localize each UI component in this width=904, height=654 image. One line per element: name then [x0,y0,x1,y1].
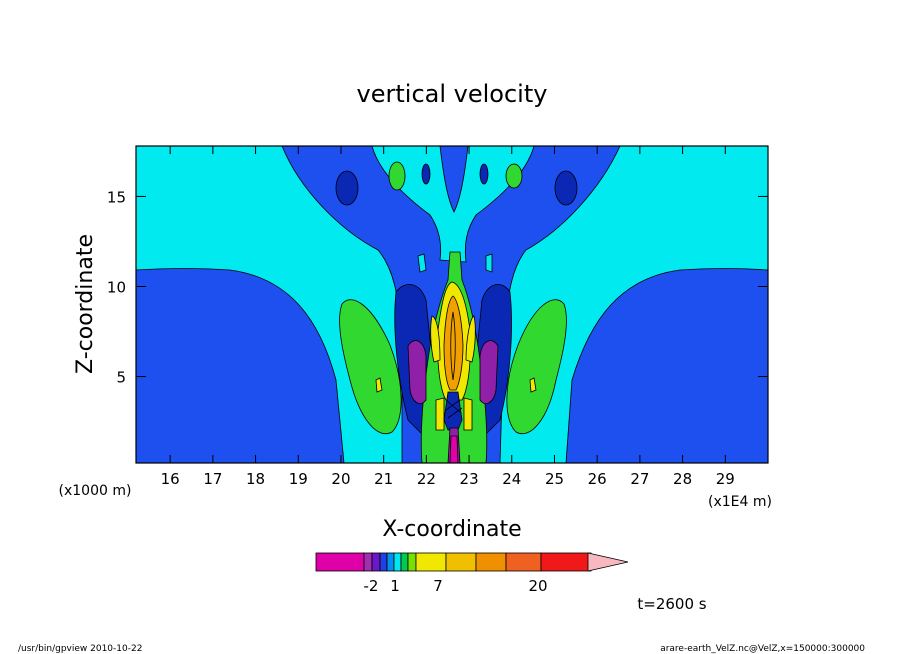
region-yellow-right-spine [465,315,476,363]
colorbar-segment [379,552,388,572]
colorbar-label-1: 1 [390,577,400,595]
x-tick-label: 29 [716,470,735,488]
x-axis-label: X-coordinate [382,517,521,542]
x-unit-left: (x1000 m) [59,483,132,499]
region-yellow-right-dot [529,377,537,393]
region-yellow-left-dot [375,377,383,393]
region-navy-top-mid1 [421,163,431,185]
colorbar-segment [540,552,592,572]
x-tick-label: 27 [630,470,649,488]
colorbar-segment [393,552,402,572]
y-axis: 5 10 15 [107,188,768,387]
chart-title: vertical velocity [357,80,548,108]
colorbar-label-neg2: -2 [364,577,379,595]
x-tick-label: 24 [502,470,521,488]
x-tick-label: 20 [331,470,350,488]
x-unit-right: (x1E4 m) [708,494,772,510]
y-axis-label: Z-coordinate [73,234,98,374]
x-tick-label: 28 [673,470,692,488]
x-tick-label: 22 [417,470,436,488]
region-green-right [506,299,567,434]
region-navy-right [554,170,578,206]
colorbar-segment [505,552,542,572]
colorbar-segment [400,552,409,572]
colorbar-segment [363,552,373,572]
region-green-left [339,299,402,434]
region-orange-core [443,295,464,391]
x-tick-label: 16 [161,470,180,488]
region-purple-right [479,340,499,404]
x-tick-label: 18 [246,470,265,488]
region-green-top-left [388,161,406,191]
colorbar-segment [415,552,447,572]
colorbar-arrow [587,552,629,572]
x-tick-label: 26 [588,470,607,488]
x-tick-label: 21 [374,470,393,488]
colorbar-segment [386,552,395,572]
region-yellow-lower-right [463,397,473,431]
plot-area [136,146,768,463]
footer-right: arare-earth_VelZ.nc@VelZ,x=150000:300000 [660,644,865,654]
colorbar-segment [445,552,477,572]
colorbar-label-7: 7 [433,577,443,595]
region-cyan-bits [417,253,493,273]
y-tick-label: 10 [107,278,126,296]
x-axis: 16 17 18 19 20 21 22 23 24 25 26 27 28 29 [161,146,735,488]
region-navy-top-mid2 [479,163,489,185]
x-tick-label: 25 [545,470,564,488]
colorbar-segment [475,552,507,572]
colorbar-label-20: 20 [528,577,547,595]
x-tick-label: 19 [289,470,308,488]
colorbar-segment [407,552,417,572]
y-tick-label: 15 [107,188,126,206]
plot-frame [135,145,769,464]
region-hatch-bottom [445,399,463,419]
colorbar [315,552,629,572]
region-purple-left [407,340,427,404]
x-tick-label: 23 [460,470,479,488]
region-yellow-left-spine [430,315,441,363]
region-blue-notch [439,146,469,213]
y-tick-label: 5 [116,369,126,387]
colorbar-segment [315,552,365,572]
time-label: t=2600 s [637,595,706,613]
region-navy-left [335,170,359,206]
x-tick-label: 17 [203,470,222,488]
region-green-top-right [505,163,523,189]
region-yellow-lower-left [435,397,445,431]
footer-left: /usr/bin/gpview 2010-10-22 [18,644,142,654]
region-orange-inner [450,311,456,381]
region-magenta-bottom [449,435,459,463]
colorbar-segment [371,552,381,572]
